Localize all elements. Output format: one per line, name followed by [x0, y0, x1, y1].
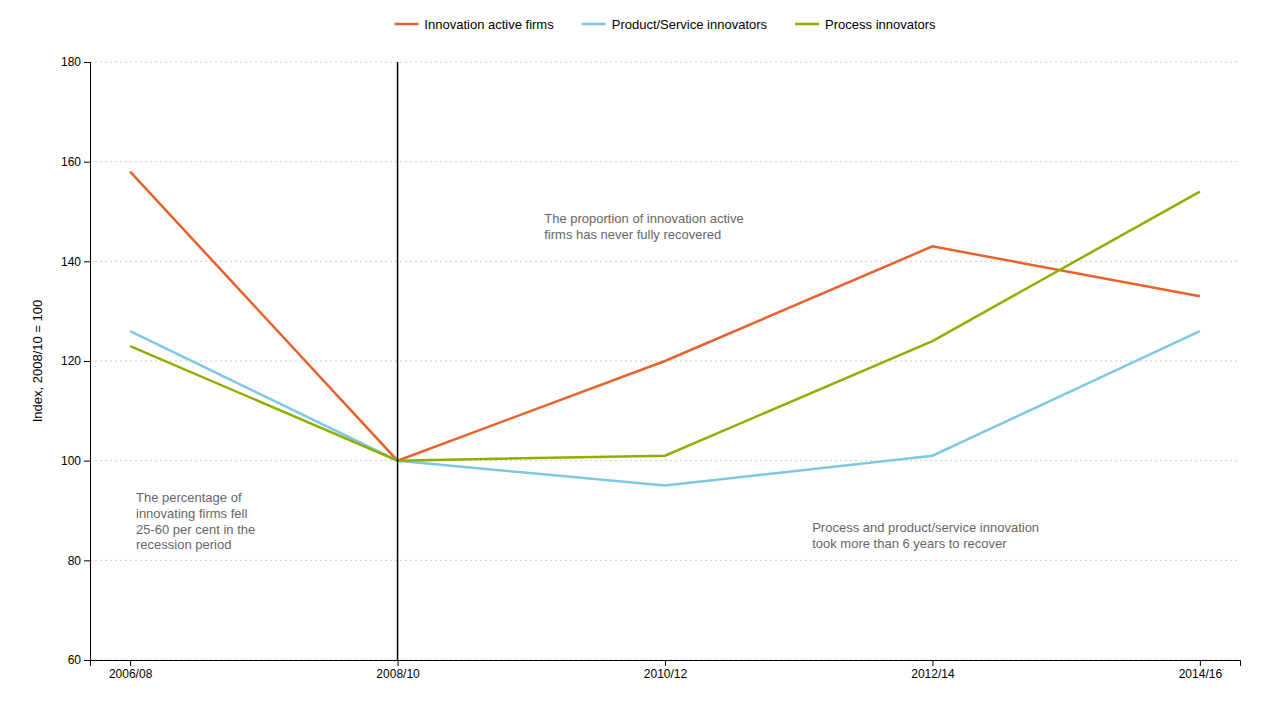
- y-tick: 140: [61, 255, 90, 269]
- annotation-line: innovating firms fell: [136, 506, 247, 521]
- plot: 60 80 100 120 140 160 180 2006/08 2008/10 2010/12…: [61, 55, 1241, 680]
- y-tick-mark: [84, 62, 90, 63]
- x-tick-mark: [665, 660, 666, 666]
- series-line: [130, 172, 1200, 461]
- legend: Innovation active firms Product/Service i…: [394, 17, 936, 32]
- x-tick-mark: [398, 660, 399, 666]
- y-tick-label: 100: [61, 454, 81, 468]
- x-tick-mark: [1200, 660, 1201, 666]
- annotation-line: The percentage of: [136, 490, 242, 505]
- legend-label: Product/Service innovators: [612, 17, 768, 32]
- y-tick-mark: [84, 261, 90, 262]
- annotation: The percentage ofinnovating firms fell25…: [136, 490, 255, 552]
- legend-item: Innovation active firms: [394, 17, 554, 32]
- legend-label: Innovation active firms: [424, 17, 554, 32]
- y-axis-title: Index, 2008/10 = 100: [30, 300, 45, 423]
- y-tick-label: 180: [61, 55, 81, 69]
- y-tick: 60: [68, 653, 90, 667]
- x-tick-mark: [130, 660, 131, 666]
- legend-item: Product/Service innovators: [582, 17, 768, 32]
- grid: [90, 62, 1240, 660]
- y-tick-label: 160: [61, 155, 81, 169]
- annotation-line: The proportion of innovation active: [544, 211, 743, 226]
- annotation-line: took more than 6 years to recover: [812, 536, 1007, 551]
- marks: [130, 62, 1200, 660]
- annotation: The proportion of innovation activefirms…: [544, 211, 743, 242]
- grid-line: [90, 161, 1240, 162]
- series-line: [130, 331, 1200, 485]
- y-tick: 80: [68, 554, 90, 568]
- y-tick-label: 120: [61, 354, 81, 368]
- legend-swatch: [394, 23, 418, 26]
- x-axis-line: [91, 661, 1241, 667]
- annotation-line: firms has never fully recovered: [544, 227, 721, 242]
- annotation-line: 25-60 per cent in the: [136, 522, 255, 537]
- y-tick-mark: [84, 361, 90, 362]
- x-tick: 2014/16: [1179, 660, 1223, 681]
- legend-label: Process innovators: [825, 17, 936, 32]
- x-tick: 2008/10: [376, 660, 420, 681]
- y-axis: 60 80 100 120 140 160 180: [61, 55, 91, 667]
- grid-line: [90, 62, 1240, 63]
- x-tick-label: 2012/14: [911, 667, 955, 681]
- grid-line: [90, 560, 1240, 561]
- y-tick-label: 140: [61, 255, 81, 269]
- y-tick-mark: [84, 660, 90, 661]
- x-tick: 2006/08: [109, 660, 153, 681]
- x-tick-label: 2006/08: [109, 667, 153, 681]
- x-tick-label: 2014/16: [1179, 667, 1223, 681]
- x-tick: 2012/14: [911, 660, 955, 681]
- reference-line: [397, 62, 399, 660]
- annotation-line: Process and product/service innovation: [812, 520, 1039, 535]
- y-tick: 180: [61, 55, 90, 69]
- annotations: The proportion of innovation activefirms…: [136, 211, 1039, 552]
- x-axis: 2006/08 2008/10 2010/12 2012/14 2014/16: [91, 660, 1241, 681]
- legend-swatch: [795, 23, 819, 26]
- y-tick: 100: [61, 454, 90, 468]
- annotation-line: recession period: [136, 537, 231, 552]
- y-tick-mark: [84, 461, 90, 462]
- x-tick-label: 2010/12: [644, 667, 688, 681]
- x-tick-label: 2008/10: [376, 667, 420, 681]
- x-tick: 2010/12: [644, 660, 688, 681]
- grid-line: [90, 261, 1240, 262]
- y-tick-mark: [84, 560, 90, 561]
- x-tick-mark: [932, 660, 933, 666]
- legend-item: Process innovators: [795, 17, 936, 32]
- chart: 60 80 100 120 140 160 180 2006/08 2008/10 2010/12…: [0, 0, 1280, 720]
- y-axis-line: [84, 63, 91, 661]
- y-tick: 120: [61, 354, 90, 368]
- grid-line: [90, 460, 1240, 461]
- annotation: Process and product/service innovationto…: [812, 520, 1039, 551]
- y-tick-label: 80: [68, 554, 82, 568]
- series-line: [130, 192, 1200, 461]
- y-tick-mark: [84, 162, 90, 163]
- legend-swatch: [582, 23, 606, 26]
- y-tick-label: 60: [68, 653, 82, 667]
- y-tick: 160: [61, 155, 90, 169]
